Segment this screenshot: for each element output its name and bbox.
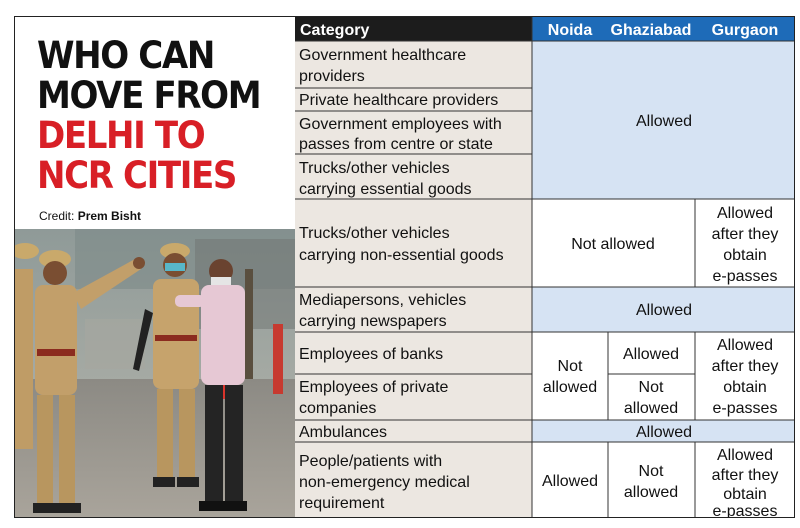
value-rows7-8-gurgaon-line1: Allowed (717, 337, 773, 354)
category-gov-employees-line1: Government employees with (299, 116, 502, 133)
headline-line-2: MOVE FROM (37, 74, 262, 117)
category-gov-employees-line2: passes from centre or state (299, 136, 493, 153)
cell-row-5 (532, 199, 794, 287)
value-rows7-8-gurgaon-line2: after they (712, 358, 779, 375)
header-category: Category (300, 22, 369, 39)
header-gurgaon: Gurgaon (712, 22, 779, 39)
category-patients-line1: People/patients with (299, 453, 442, 470)
category-mediapersons-line1: Mediapersons, vehicles (299, 292, 466, 309)
movement-rules-table: Category Noida Ghaziabad Gurgaon (295, 17, 794, 517)
category-mediapersons-line2: carrying newspapers (299, 313, 447, 330)
category-trucks-nonessential-line1: Trucks/other vehicles (299, 225, 450, 242)
value-rows7-8-noida-line2: allowed (543, 379, 597, 396)
cell-row-10 (532, 442, 794, 517)
value-row10-gurgaon-line2: after they (712, 467, 779, 484)
infographic-frame: WHO CAN MOVE FROM DELHI TO NCR CITIES Cr… (14, 16, 795, 518)
value-row10-gurgaon-line3: obtain (723, 486, 767, 503)
category-trucks-essential-line2: carrying essential goods (299, 181, 472, 198)
value-row10-ghaziabad-line2: allowed (624, 484, 678, 501)
cell-allowed-row-9 (532, 420, 794, 442)
value-row5-gurgaon-line2: after they (712, 226, 779, 243)
value-row5-gurgaon-line1: Allowed (717, 205, 773, 222)
category-patients-line3: requirement (299, 495, 385, 512)
header-ghaziabad: Ghaziabad (611, 22, 692, 39)
category-patients-line2: non-emergency medical (299, 474, 470, 491)
category-private-employees-line1: Employees of private (299, 379, 449, 396)
noida-header-bg (532, 17, 608, 41)
value-row5-noida-ghaziabad: Not allowed (571, 236, 655, 253)
value-row10-gurgaon-line4: e-passes (713, 503, 778, 517)
cell-allowed-rows-1-4 (532, 41, 794, 199)
police-checkpoint-photo (15, 229, 295, 517)
value-row8-ghaziabad-line2: allowed (624, 400, 678, 417)
value-rows7-8-gurgaon-line3: obtain (723, 379, 767, 396)
headline-line-4: NCR CITIES (37, 154, 237, 197)
value-row7-ghaziabad: Allowed (623, 346, 679, 363)
value-rows7-8-gurgaon-line4: e-passes (713, 400, 778, 417)
header-noida: Noida (548, 22, 593, 39)
value-allowed-rows-1-4: Allowed (636, 113, 692, 130)
category-ambulances: Ambulances (299, 424, 387, 441)
value-rows7-8-noida-line1: Not (558, 358, 583, 375)
credit-name: Prem Bisht (77, 209, 142, 223)
value-row8-ghaziabad-line1: Not (639, 379, 664, 396)
photo-credit: Credit: Prem Bisht (39, 209, 141, 223)
category-trucks-essential-line1: Trucks/other vehicles (299, 160, 450, 177)
category-private-employees-line2: companies (299, 400, 376, 417)
headline-line-1: WHO CAN (37, 34, 215, 77)
cell-rows-7-8 (532, 332, 794, 420)
value-allowed-row-9: Allowed (636, 424, 692, 441)
value-row5-gurgaon-line4: e-passes (713, 268, 778, 285)
headline-panel: WHO CAN MOVE FROM DELHI TO NCR CITIES Cr… (15, 17, 295, 517)
headline-line-3: DELHI TO (37, 114, 206, 157)
category-trucks-nonessential-line2: carrying non-essential goods (299, 247, 504, 264)
value-allowed-row-6: Allowed (636, 302, 692, 319)
category-header-bg (295, 17, 532, 41)
category-gov-healthcare-line2: providers (299, 68, 365, 85)
value-row10-noida: Allowed (542, 473, 598, 490)
cell-allowed-row-6 (532, 287, 794, 332)
category-private-healthcare: Private healthcare providers (299, 92, 498, 109)
value-row10-gurgaon-line1: Allowed (717, 447, 773, 464)
ghaziabad-header-bg (608, 17, 695, 41)
category-gov-healthcare-line1: Government healthcare (299, 47, 466, 64)
gurgaon-header-bg (695, 17, 794, 41)
value-row10-ghaziabad-line1: Not (639, 463, 664, 480)
credit-label: Credit: (39, 209, 75, 223)
category-column-bg (295, 41, 532, 517)
category-bank-employees: Employees of banks (299, 346, 443, 363)
value-row5-gurgaon-line3: obtain (723, 247, 767, 264)
